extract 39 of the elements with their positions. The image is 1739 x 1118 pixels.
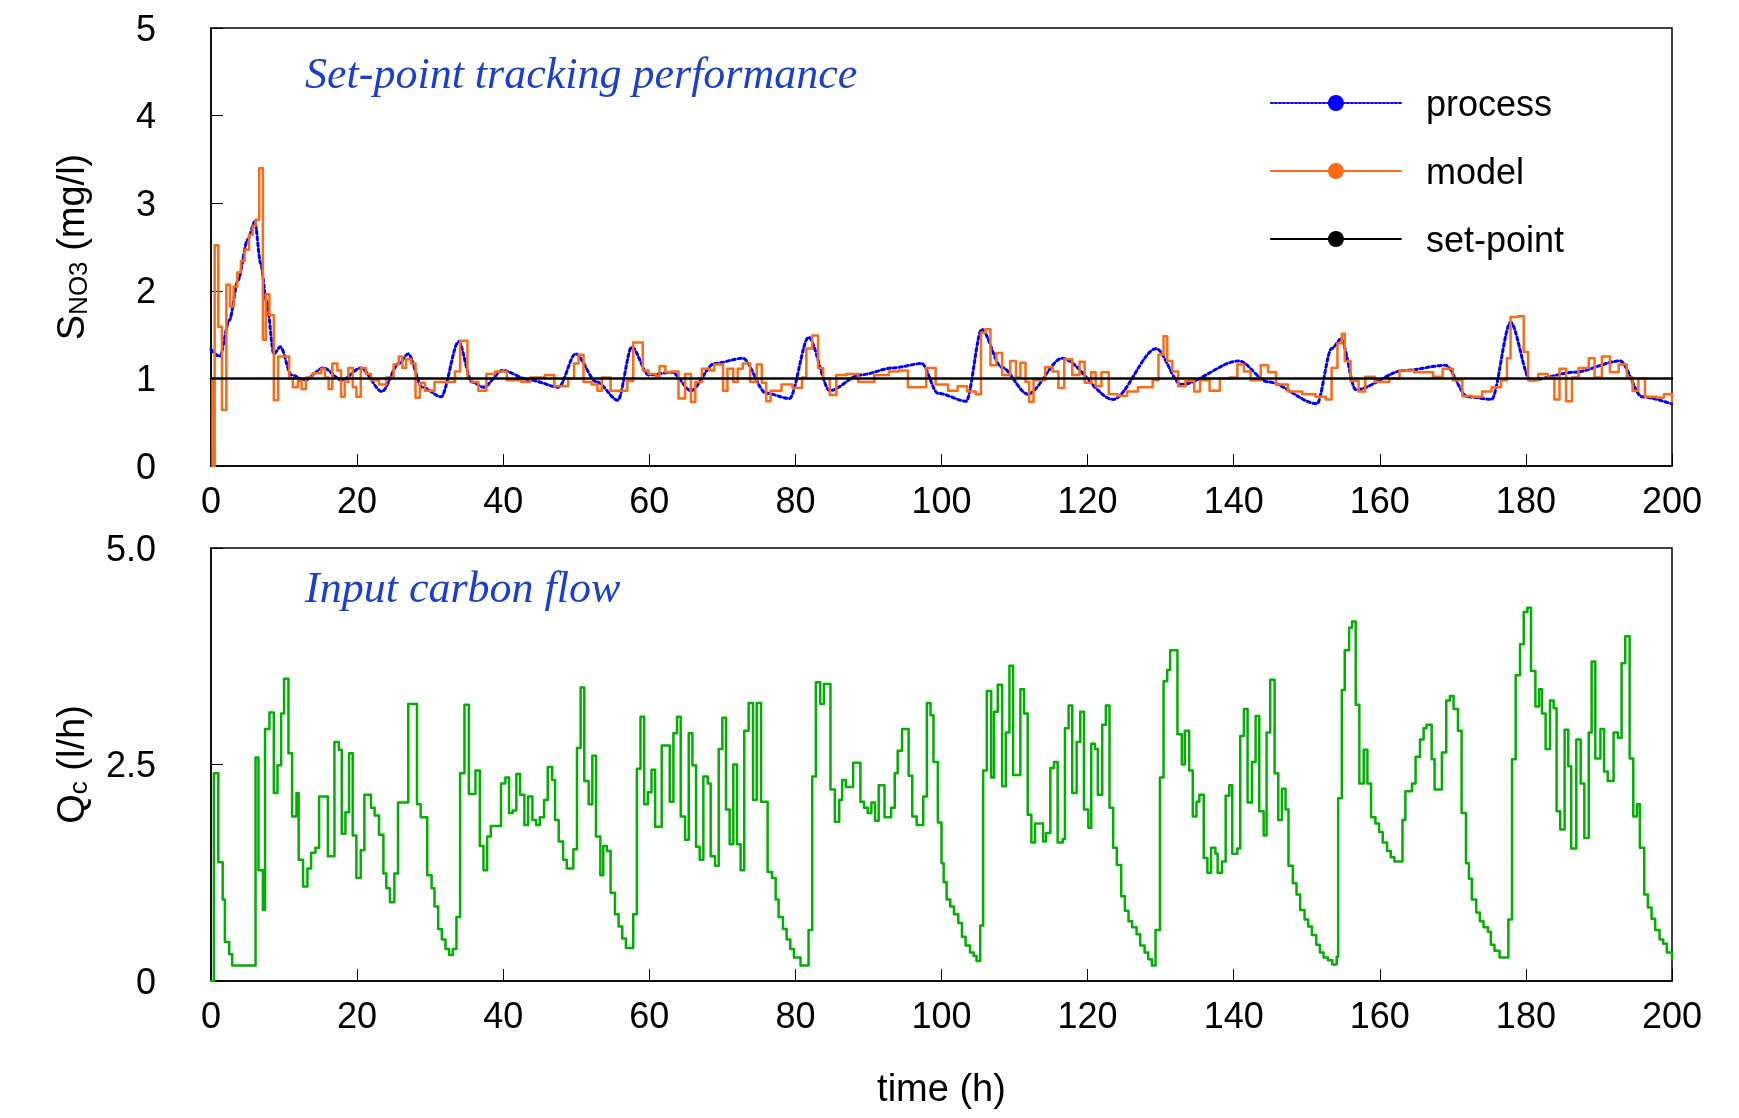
x-tick-label: 60 [629, 994, 670, 1036]
x-tick-label: 0 [200, 479, 222, 521]
y-tick-label: 2.5 [105, 744, 156, 785]
x-tick-label: 20 [337, 994, 378, 1036]
y-tick-label: 2 [135, 270, 156, 312]
x-tick-label: 80 [775, 479, 816, 521]
x-tick-label: 40 [483, 994, 524, 1036]
y-axis-title: SNO3 (mg/l) [50, 153, 93, 341]
y-tick-label: 0 [135, 445, 156, 487]
x-tick-label: 200 [1641, 994, 1703, 1036]
y-tick-label: 1 [135, 357, 156, 399]
text: Set-point tracking performance [305, 48, 858, 98]
x-tick-label: 120 [1057, 479, 1118, 521]
x-tick-label: 180 [1495, 479, 1556, 521]
x-tick-label: 140 [1203, 479, 1264, 521]
legend-label: model [1425, 150, 1524, 192]
x-tick-label: 80 [775, 994, 816, 1036]
x-tick-label: 100 [911, 994, 972, 1036]
y-axis-title: Qc (l/h) [50, 705, 93, 824]
x-tick-label: 20 [337, 479, 378, 521]
y-tick-label: 5 [135, 7, 156, 49]
x-tick-label: 140 [1203, 994, 1264, 1036]
y-tick-label: 5.0 [105, 527, 156, 569]
x-tick-label: 120 [1057, 994, 1118, 1036]
y-tick-label: 3 [135, 182, 156, 224]
x-tick-label: 40 [483, 479, 524, 521]
x-axis-title: time (h) [877, 1067, 1006, 1109]
x-tick-label: 0 [200, 994, 222, 1036]
x-tick-label: 180 [1495, 994, 1556, 1036]
x-tick-label: 100 [911, 479, 972, 521]
legend-label: process [1425, 82, 1552, 124]
x-tick-label: 160 [1349, 994, 1410, 1036]
y-tick-label: 4 [135, 95, 156, 137]
chart-title: Input carbon flow [304, 562, 621, 612]
y-tick-label: 0 [135, 960, 156, 1002]
x-tick-label: 60 [629, 479, 670, 521]
legend-label: set-point [1425, 218, 1564, 260]
x-tick-label: 160 [1349, 479, 1410, 521]
x-tick-label: 200 [1641, 479, 1703, 521]
